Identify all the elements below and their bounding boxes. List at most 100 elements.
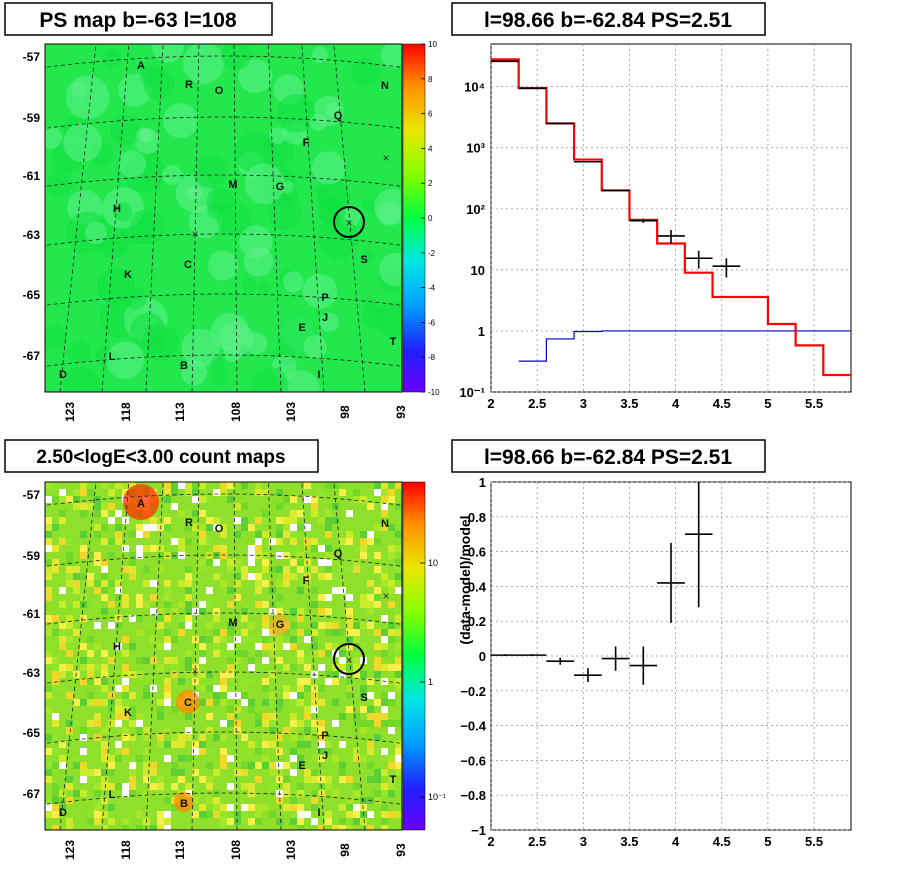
top-right-title: l=98.66 b=-62.84 PS=2.51 bbox=[484, 9, 732, 32]
count-map-pixel bbox=[332, 678, 339, 685]
colorbar-tick-label: 10 bbox=[428, 40, 437, 49]
count-map-pixel bbox=[241, 615, 248, 622]
count-map-pixel bbox=[150, 594, 157, 601]
count-map-pixel bbox=[73, 629, 80, 636]
count-map-pixel bbox=[234, 566, 241, 573]
count-map-pixel bbox=[199, 510, 206, 517]
count-map-pixel bbox=[339, 769, 346, 776]
count-map-pixel bbox=[290, 496, 297, 503]
residual-x-tick-label: 2.5 bbox=[528, 834, 546, 849]
count-map-pixel bbox=[122, 482, 129, 489]
count-map-pixel bbox=[297, 818, 304, 825]
count-map-pixel bbox=[206, 559, 213, 566]
count-map-pixel bbox=[241, 524, 248, 531]
count-map-pixel bbox=[213, 636, 220, 643]
count-map-pixel bbox=[374, 552, 381, 559]
ps-map-texture-blob bbox=[106, 341, 144, 380]
count-map-pixel bbox=[108, 622, 115, 629]
count-map-pixel bbox=[45, 748, 52, 755]
count-map-pixel bbox=[332, 720, 339, 727]
source-label-m: M bbox=[228, 617, 237, 629]
count-map-pixel bbox=[220, 587, 227, 594]
count-map-pixel bbox=[395, 720, 402, 727]
count-map-pixel bbox=[206, 496, 213, 503]
count-map-pixel bbox=[122, 713, 129, 720]
source-label-c: C bbox=[184, 697, 192, 709]
count-map-pixel bbox=[185, 755, 192, 762]
count-map-pixel bbox=[129, 776, 136, 783]
count-map-pixel bbox=[59, 531, 66, 538]
count-map-pixel bbox=[157, 664, 164, 671]
count-map-pixel bbox=[87, 657, 94, 664]
count-map-pixel bbox=[276, 489, 283, 496]
count-map-pixel bbox=[381, 524, 388, 531]
count-map-pixel bbox=[192, 496, 199, 503]
count-map-pixel bbox=[45, 650, 52, 657]
count-map-pixel bbox=[297, 552, 304, 559]
count-map-pixel bbox=[45, 496, 52, 503]
count-map-pixel bbox=[367, 538, 374, 545]
count-map-pixel bbox=[171, 706, 178, 713]
meridian-grid-line bbox=[301, 482, 325, 830]
count-map-pixel bbox=[227, 622, 234, 629]
count-map-pixel bbox=[164, 643, 171, 650]
count-map-pixel bbox=[311, 629, 318, 636]
count-map-pixel bbox=[206, 538, 213, 545]
count-map-pixel bbox=[122, 748, 129, 755]
count-map-pixel bbox=[185, 622, 192, 629]
count-map-pixel bbox=[178, 580, 185, 587]
count-map-pixel bbox=[52, 545, 59, 552]
count-map-pixel bbox=[241, 678, 248, 685]
colorbar-tick-label: -8 bbox=[428, 353, 436, 362]
ps-map-texture-blob bbox=[162, 165, 182, 185]
count-map-pixel bbox=[381, 482, 388, 489]
count-map-pixel bbox=[157, 818, 164, 825]
count-map-pixel bbox=[276, 601, 283, 608]
count-map-pixel bbox=[66, 538, 73, 545]
count-map-pixel bbox=[395, 769, 402, 776]
latitude-grid-line bbox=[45, 671, 402, 684]
latitude-grid-line bbox=[45, 233, 402, 246]
count-map-pixel bbox=[45, 769, 52, 776]
count-map-pixel bbox=[178, 734, 185, 741]
count-map-pixel bbox=[129, 706, 136, 713]
count-map-pixel bbox=[325, 531, 332, 538]
source-label-f: F bbox=[303, 137, 310, 149]
count-map-pixel bbox=[227, 559, 234, 566]
count-map-pixel bbox=[80, 643, 87, 650]
count-map-pixel bbox=[136, 524, 143, 531]
count-map-pixel bbox=[171, 762, 178, 769]
count-map-pixel bbox=[283, 643, 290, 650]
count-map-pixel bbox=[150, 657, 157, 664]
ps-map-texture-blob bbox=[45, 324, 67, 351]
count-map-pixel bbox=[101, 776, 108, 783]
count-map-pixel bbox=[353, 566, 360, 573]
count-map-pixel bbox=[94, 587, 101, 594]
colorbar-tick-label: 0 bbox=[428, 214, 433, 223]
count-map-pixel bbox=[101, 594, 108, 601]
count-map-pixel bbox=[234, 559, 241, 566]
count-map-pixel bbox=[318, 727, 325, 734]
ps-map-texture-blob bbox=[211, 312, 249, 351]
count-map-pixel bbox=[206, 699, 213, 706]
count-map-pixel bbox=[311, 503, 318, 510]
count-map-pixel bbox=[255, 517, 262, 524]
map-y-tick-label: -57 bbox=[23, 488, 41, 502]
count-map-pixel bbox=[311, 692, 318, 699]
count-map-pixel bbox=[94, 510, 101, 517]
count-map-pixel bbox=[367, 825, 374, 830]
spectrum-panel: 2 2.5 3 3.5 4 4.5 5 5.5 10⁻¹ 1 10 10² 10³ 10⁴ bbox=[459, 43, 852, 411]
count-map-pixel bbox=[171, 804, 178, 811]
ps-map-texture-blob bbox=[101, 48, 122, 69]
count-map-pixel bbox=[339, 657, 346, 664]
count-map-pixel bbox=[59, 601, 66, 608]
count-map-pixel bbox=[325, 510, 332, 517]
count-map-pixel bbox=[80, 482, 87, 489]
count-map-pixel bbox=[353, 545, 360, 552]
count-map-pixel bbox=[318, 685, 325, 692]
count-map-pixel bbox=[318, 594, 325, 601]
count-map-pixel bbox=[318, 720, 325, 727]
count-map-pixel bbox=[227, 720, 234, 727]
count-map-pixel bbox=[66, 636, 73, 643]
count-map-pixel bbox=[94, 643, 101, 650]
